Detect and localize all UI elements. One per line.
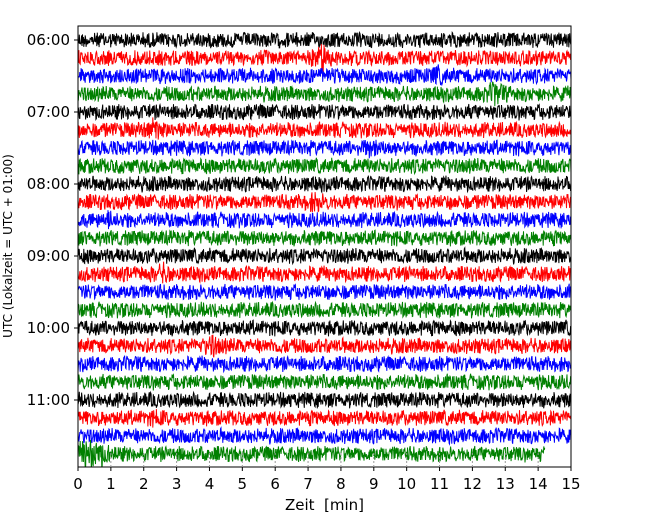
y-tick-label: 06:00 (27, 31, 70, 49)
y-tick-label: 11:00 (27, 391, 70, 409)
x-tick-label: 15 (561, 475, 580, 493)
x-tick-label: 6 (270, 475, 280, 493)
x-tick-label: 12 (463, 475, 482, 493)
x-tick-label: 0 (73, 475, 83, 493)
trace-0700 (78, 102, 571, 122)
trace-1115 (78, 409, 571, 428)
x-tick-label: 9 (369, 475, 379, 493)
trace-1030 (78, 354, 571, 374)
x-tick-label: 2 (139, 475, 149, 493)
x-tick-label: 3 (172, 475, 182, 493)
trace-0900 (78, 246, 571, 266)
x-axis: 0 1 2 3 4 5 6 7 8 9 10 11 12 13 14 15 (73, 453, 581, 493)
trace-0600 (78, 30, 571, 49)
x-tick-label: 10 (397, 475, 416, 493)
y-axis-label: UTC (Lokalzeit = UTC + 01:00) (1, 154, 15, 338)
trace-0815 (78, 192, 571, 213)
trace-1145 (78, 439, 546, 467)
plot-frame (77, 25, 572, 468)
x-tick-label: 8 (336, 475, 346, 493)
trace-0845 (78, 229, 571, 247)
trace-0945 (78, 300, 571, 319)
trace-0745 (78, 157, 571, 176)
trace-0800 (78, 175, 571, 194)
x-tick-label: 14 (529, 475, 548, 493)
y-tick-label: 07:00 (27, 103, 70, 121)
trace-1000 (78, 319, 571, 337)
trace-0645 (78, 81, 571, 107)
y-tick-label: 10:00 (27, 319, 70, 337)
x-tick-label: 5 (238, 475, 248, 493)
trace-0730 (78, 139, 571, 159)
trace-0830 (78, 210, 571, 230)
x-tick-label: 13 (496, 475, 515, 493)
y-tick-label: 08:00 (27, 175, 70, 193)
trace-1015 (78, 334, 571, 358)
x-tick-label: 7 (303, 475, 313, 493)
trace-0715 (78, 117, 571, 140)
trace-0630 (78, 64, 571, 87)
trace-0930 (78, 283, 571, 301)
x-tick-label: 4 (205, 475, 215, 493)
y-tick-label: 09:00 (27, 247, 70, 265)
trace-1045 (78, 373, 571, 391)
traces-group (78, 30, 571, 467)
trace-1100 (78, 390, 571, 409)
trace-1130 (78, 426, 571, 446)
y-axis: 06:00 07:00 08:00 09:00 10:00 11:00 (27, 31, 78, 409)
x-axis-label: Zeit [min] (285, 496, 364, 514)
x-tick-label: 1 (106, 475, 116, 493)
trace-0915 (78, 261, 571, 284)
x-tick-label: 11 (430, 475, 449, 493)
trace-0615 (78, 44, 571, 73)
